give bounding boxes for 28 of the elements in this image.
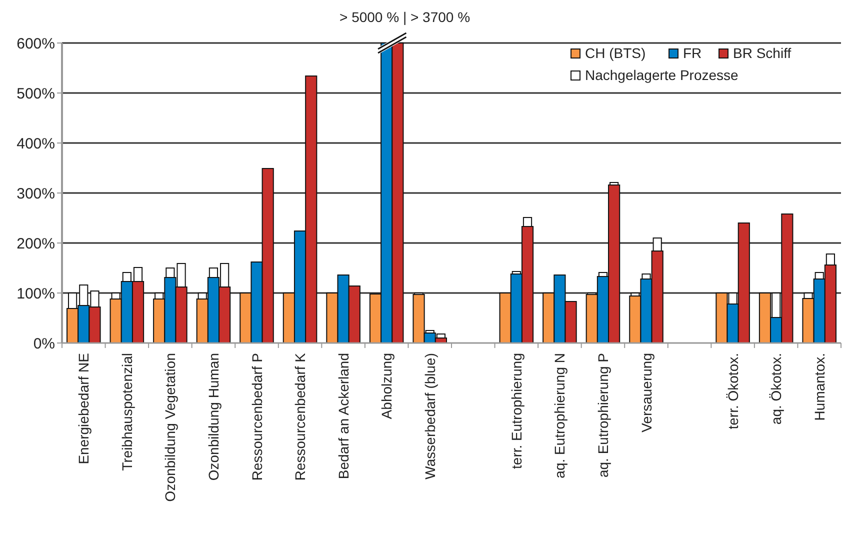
x-tick-label: Ressourcenbedarf K bbox=[292, 352, 308, 481]
y-tick-label: 300% bbox=[16, 185, 55, 202]
y-tick-label: 200% bbox=[16, 235, 55, 252]
legend-label: Nachgelagerte Prozesse bbox=[585, 67, 739, 83]
x-tick-label: Ressourcenbedarf P bbox=[248, 353, 265, 481]
legend-label: BR Schiff bbox=[733, 45, 792, 61]
x-tick-label: Bedarf an Ackerland bbox=[335, 353, 352, 480]
legend-label: FR bbox=[683, 45, 702, 61]
x-tick-label: Versauerung bbox=[638, 353, 654, 432]
x-tick-label: Treibhauspotenzial bbox=[118, 353, 135, 471]
legend-label: CH (BTS) bbox=[585, 45, 646, 61]
x-tick-label: Abholzung bbox=[378, 353, 395, 420]
y-tick-label: 600% bbox=[16, 35, 55, 52]
x-tick-label: terr. Eutrophierung bbox=[508, 353, 524, 469]
text: > 5000 % | > 3700 % bbox=[340, 9, 470, 25]
x-tick-label: terr. Ökotox. bbox=[724, 353, 741, 430]
y-tick-label: 500% bbox=[16, 85, 55, 102]
y-tick-label: 400% bbox=[16, 135, 55, 152]
x-tick-label: aq. Ökotox. bbox=[768, 353, 784, 425]
y-tick-label: 100% bbox=[16, 285, 55, 302]
x-tick-label: Ozonbildung Human bbox=[205, 353, 222, 481]
x-tick-label: Ozonbildung Vegetation bbox=[162, 353, 178, 502]
x-tick-label: aq. Eutrophierung N bbox=[552, 353, 568, 478]
y-tick-label: 0% bbox=[33, 335, 55, 352]
x-tick-label: Wasserbedarf (blue) bbox=[422, 353, 438, 480]
x-tick-label: Energiebedarf NE bbox=[76, 353, 92, 464]
x-tick-label: aq. Eutrophierung P bbox=[594, 353, 611, 478]
x-tick-label: Humantox. bbox=[811, 353, 828, 421]
